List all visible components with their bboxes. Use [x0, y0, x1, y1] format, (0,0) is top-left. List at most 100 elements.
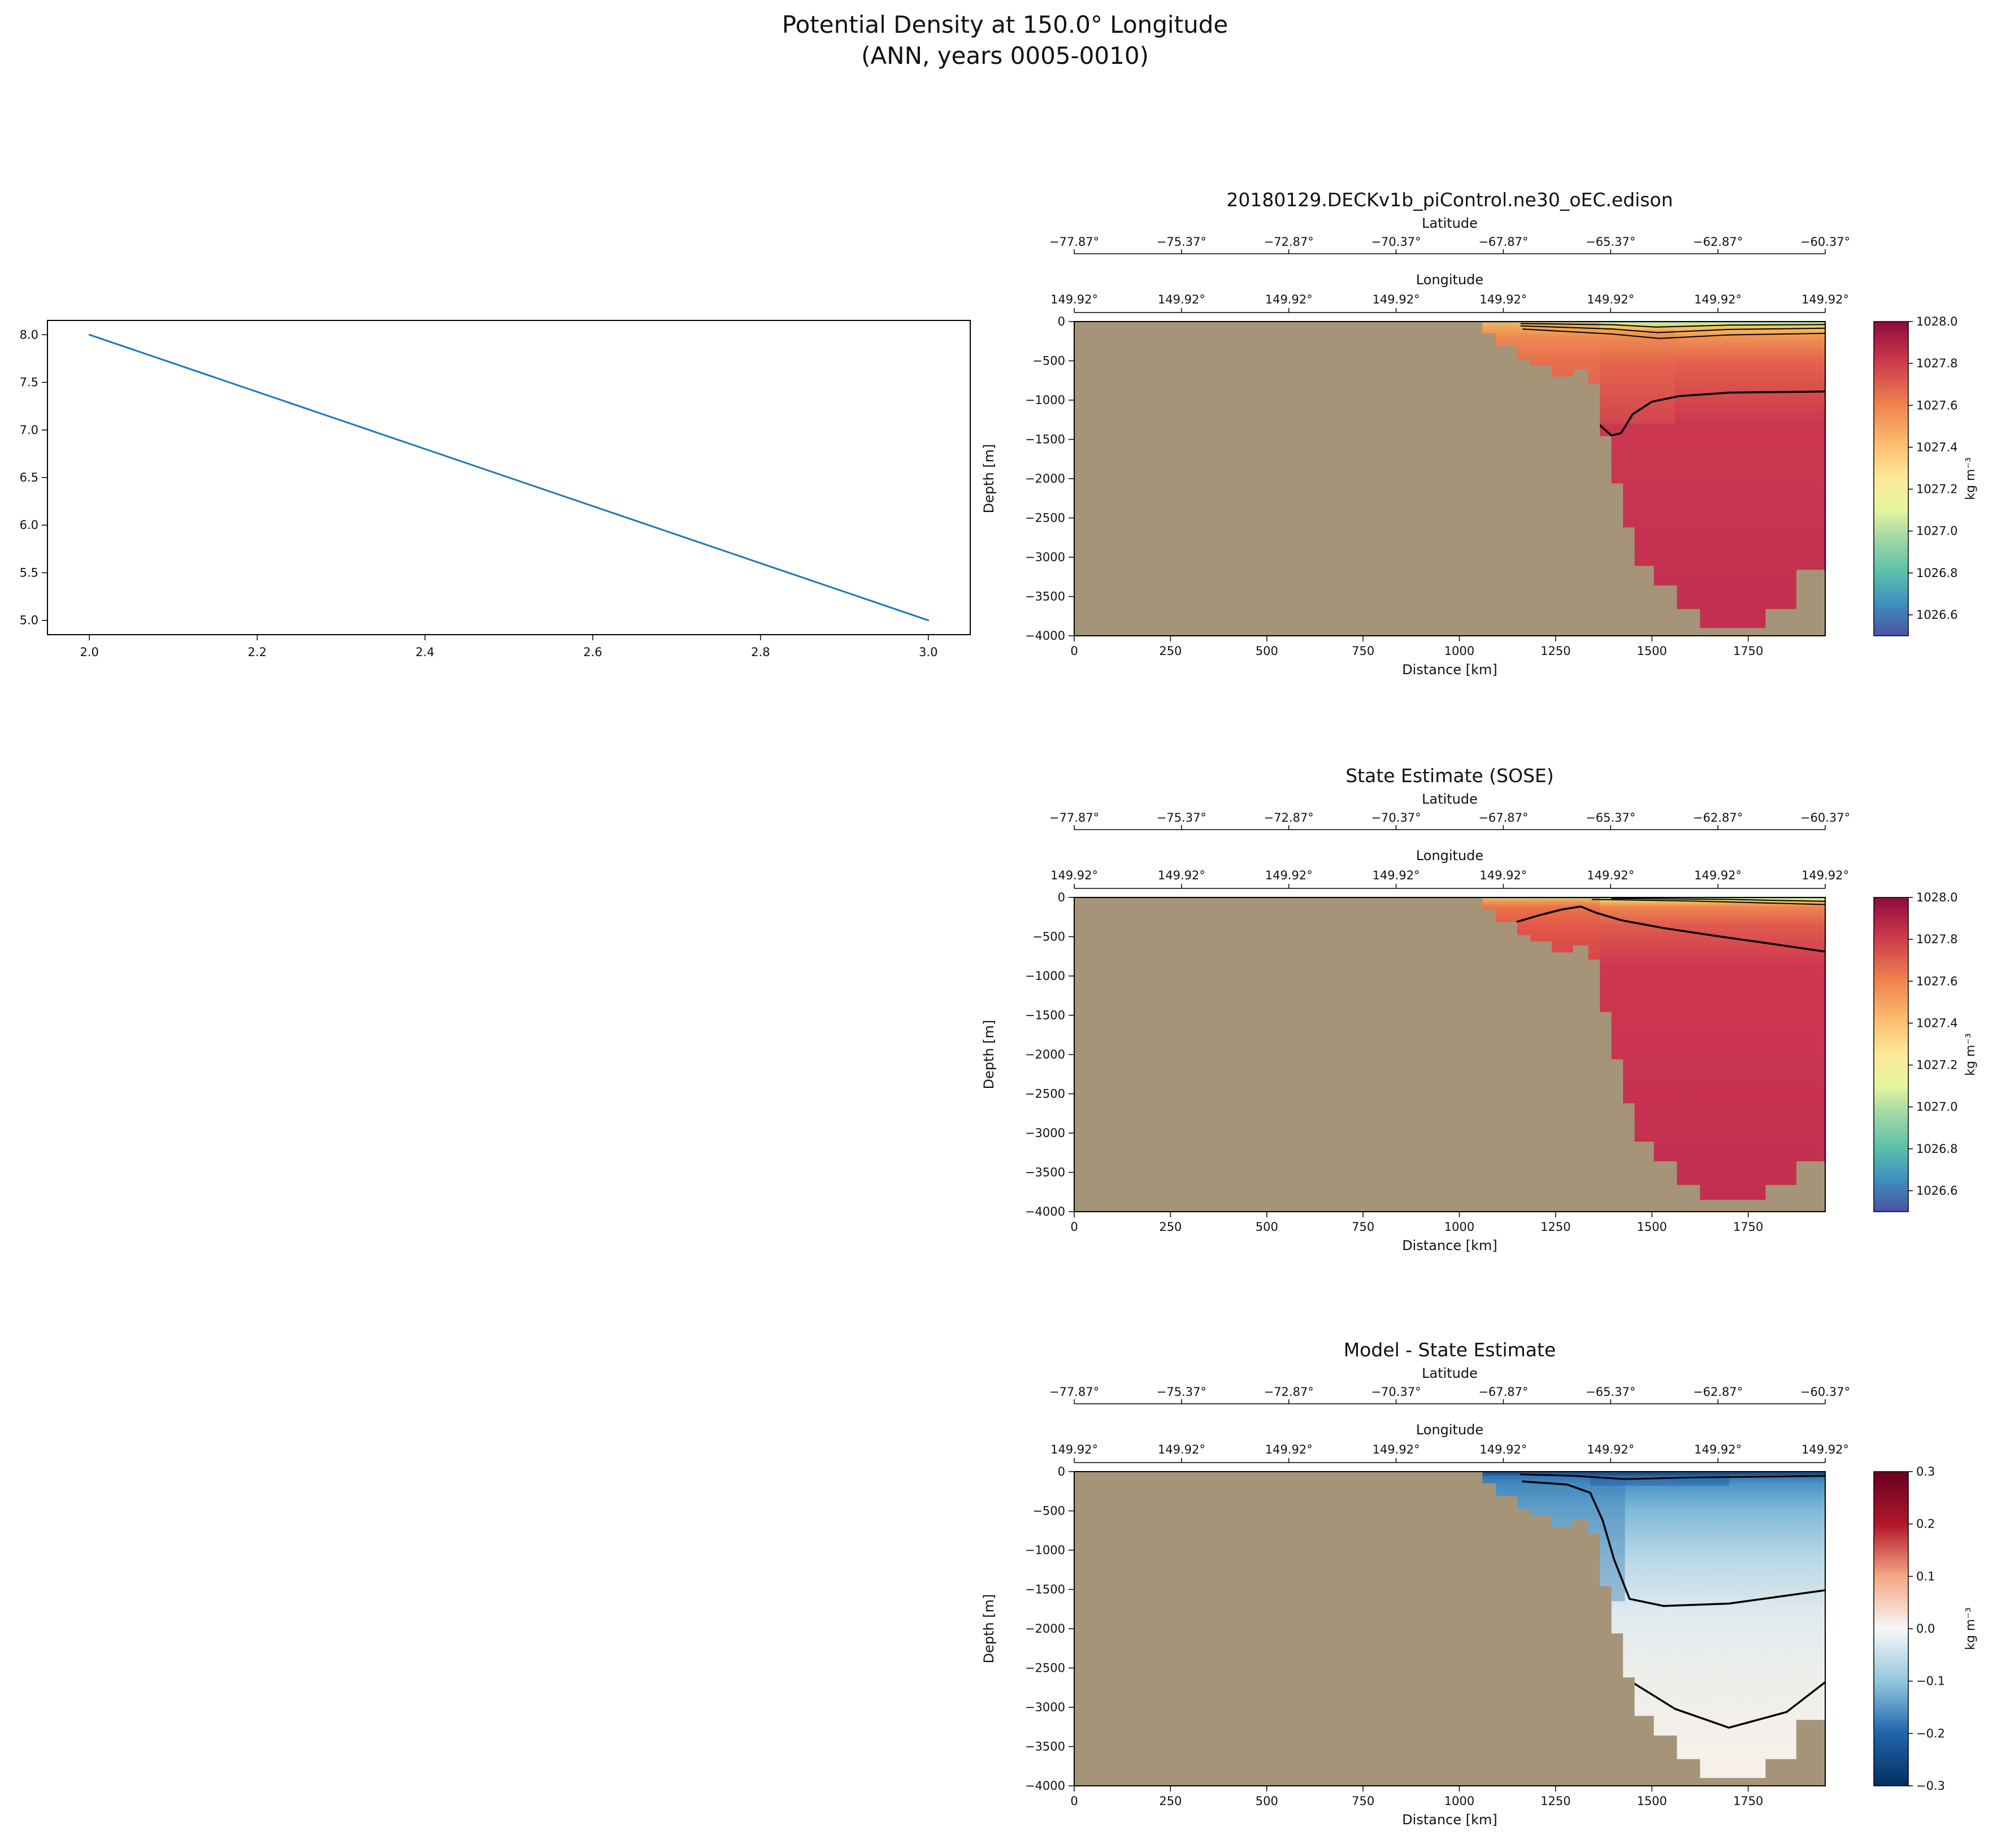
colorbar — [1873, 897, 1909, 1212]
svg-text:−0.3: −0.3 — [1916, 1779, 1945, 1793]
svg-text:−67.87°: −67.87° — [1478, 235, 1528, 249]
svg-text:149.92°: 149.92° — [1694, 869, 1742, 882]
svg-text:149.92°: 149.92° — [1373, 1443, 1420, 1456]
contour-line — [1610, 897, 1825, 902]
svg-text:1028.0: 1028.0 — [1916, 891, 1957, 904]
figure-title-line1: Potential Density at 150.0° Longitude — [782, 11, 1228, 38]
svg-text:250: 250 — [1159, 1220, 1182, 1234]
svg-text:Latitude: Latitude — [1422, 1365, 1478, 1381]
svg-text:20180129.DECKv1b_piControl.ne3: 20180129.DECKv1b_piControl.ne30_oEC.edis… — [1226, 189, 1673, 211]
contour-line — [1591, 899, 1825, 905]
svg-text:0.2: 0.2 — [1916, 1517, 1935, 1531]
svg-text:−3500: −3500 — [1025, 590, 1065, 604]
svg-text:−2500: −2500 — [1025, 511, 1065, 525]
svg-text:−1500: −1500 — [1025, 433, 1065, 446]
svg-text:Depth [m]: Depth [m] — [981, 444, 997, 514]
svg-text:−70.37°: −70.37° — [1371, 1385, 1421, 1399]
svg-text:149.92°: 149.92° — [1587, 293, 1634, 306]
svg-text:−4000: −4000 — [1025, 629, 1065, 643]
svg-text:750: 750 — [1352, 644, 1374, 658]
svg-text:149.92°: 149.92° — [1479, 293, 1527, 306]
svg-text:1000: 1000 — [1444, 644, 1474, 658]
svg-text:−62.87°: −62.87° — [1693, 1385, 1743, 1399]
svg-text:1500: 1500 — [1637, 644, 1667, 658]
svg-text:1000: 1000 — [1444, 1794, 1474, 1808]
svg-text:−60.37°: −60.37° — [1800, 1385, 1850, 1399]
svg-text:1026.6: 1026.6 — [1916, 1184, 1957, 1198]
svg-text:0.3: 0.3 — [1916, 1465, 1935, 1478]
svg-text:5.5: 5.5 — [20, 566, 38, 579]
svg-text:Longitude: Longitude — [1416, 848, 1483, 864]
svg-text:Distance [km]: Distance [km] — [1402, 1812, 1497, 1828]
svg-text:1000: 1000 — [1444, 1220, 1474, 1234]
svg-text:0: 0 — [1058, 315, 1065, 328]
svg-text:Longitude: Longitude — [1416, 1422, 1483, 1438]
svg-text:7.0: 7.0 — [20, 423, 38, 437]
svg-text:250: 250 — [1159, 644, 1182, 658]
svg-text:−67.87°: −67.87° — [1478, 811, 1528, 825]
svg-text:1027.2: 1027.2 — [1916, 483, 1957, 496]
svg-text:Longitude: Longitude — [1416, 272, 1483, 288]
svg-text:−0.1: −0.1 — [1916, 1675, 1945, 1688]
svg-text:1027.4: 1027.4 — [1916, 1016, 1957, 1030]
svg-text:149.92°: 149.92° — [1265, 869, 1313, 882]
svg-text:1750: 1750 — [1733, 1220, 1763, 1234]
svg-text:Depth [m]: Depth [m] — [981, 1594, 997, 1664]
svg-text:−67.87°: −67.87° — [1478, 1385, 1528, 1399]
svg-text:149.92°: 149.92° — [1587, 869, 1634, 882]
svg-text:−2000: −2000 — [1025, 1048, 1065, 1061]
svg-text:−72.87°: −72.87° — [1264, 235, 1314, 249]
svg-text:0.1: 0.1 — [1916, 1569, 1935, 1583]
svg-text:−3500: −3500 — [1025, 1740, 1065, 1754]
svg-text:0: 0 — [1070, 1794, 1078, 1808]
contour-line — [1522, 1480, 1825, 1607]
ocean-field — [1482, 1472, 1825, 1778]
svg-text:149.92°: 149.92° — [1158, 293, 1205, 306]
svg-text:−500: −500 — [1032, 1504, 1065, 1518]
svg-text:250: 250 — [1159, 1794, 1182, 1808]
section-svg: State Estimate (SOSE) Latitude −77.87° −75.… — [981, 765, 1978, 1253]
svg-text:−500: −500 — [1032, 930, 1065, 944]
colorbar — [1873, 1471, 1909, 1786]
contour-line — [1516, 905, 1825, 953]
svg-text:500: 500 — [1256, 644, 1278, 658]
svg-text:6.0: 6.0 — [20, 518, 38, 532]
svg-text:−1500: −1500 — [1025, 1583, 1065, 1597]
svg-text:500: 500 — [1256, 1794, 1278, 1808]
svg-text:1750: 1750 — [1733, 644, 1763, 658]
svg-text:149.92°: 149.92° — [1158, 1443, 1205, 1456]
svg-text:Distance [km]: Distance [km] — [1402, 1238, 1497, 1253]
svg-text:−77.87°: −77.87° — [1049, 1385, 1099, 1399]
svg-text:Model - State Estimate: Model - State Estimate — [1344, 1339, 1556, 1361]
svg-text:Latitude: Latitude — [1422, 215, 1478, 231]
svg-text:−4000: −4000 — [1025, 1205, 1065, 1218]
svg-text:kg m⁻³: kg m⁻³ — [1964, 457, 1978, 500]
svg-text:−1000: −1000 — [1025, 393, 1065, 407]
svg-text:−60.37°: −60.37° — [1800, 235, 1850, 249]
svg-text:149.92°: 149.92° — [1265, 1443, 1313, 1456]
svg-text:−75.37°: −75.37° — [1157, 1385, 1206, 1399]
svg-text:1500: 1500 — [1637, 1220, 1667, 1234]
svg-text:1027.8: 1027.8 — [1916, 357, 1957, 370]
svg-text:2.4: 2.4 — [415, 645, 434, 659]
line-plot-svg: 2.0 2.2 2.4 2.6 2.8 3.0 5.0 5.5 6.0 6.5 7.0 7.5 8.0 — [20, 320, 971, 659]
contour-line — [1522, 328, 1825, 339]
svg-text:0: 0 — [1070, 644, 1078, 658]
svg-text:kg m⁻³: kg m⁻³ — [1964, 1033, 1978, 1076]
svg-text:−3000: −3000 — [1025, 1126, 1065, 1140]
svg-text:−62.87°: −62.87° — [1693, 235, 1743, 249]
contour-line — [1520, 323, 1825, 328]
svg-text:0: 0 — [1058, 1465, 1065, 1478]
svg-text:149.92°: 149.92° — [1587, 1443, 1634, 1456]
svg-text:−3000: −3000 — [1025, 550, 1065, 564]
svg-text:1500: 1500 — [1637, 1794, 1667, 1808]
svg-text:−500: −500 — [1032, 354, 1065, 368]
svg-text:1250: 1250 — [1540, 1794, 1570, 1808]
ocean-field — [1482, 322, 1825, 628]
section-model-minus-sose: Model - State Estimate Latitude −77.87° −75… — [978, 1334, 2010, 1847]
svg-text:149.92°: 149.92° — [1373, 869, 1420, 882]
svg-text:2.2: 2.2 — [248, 645, 266, 659]
svg-text:−1000: −1000 — [1025, 969, 1065, 983]
svg-text:−75.37°: −75.37° — [1157, 811, 1206, 825]
svg-text:1027.2: 1027.2 — [1916, 1059, 1957, 1072]
